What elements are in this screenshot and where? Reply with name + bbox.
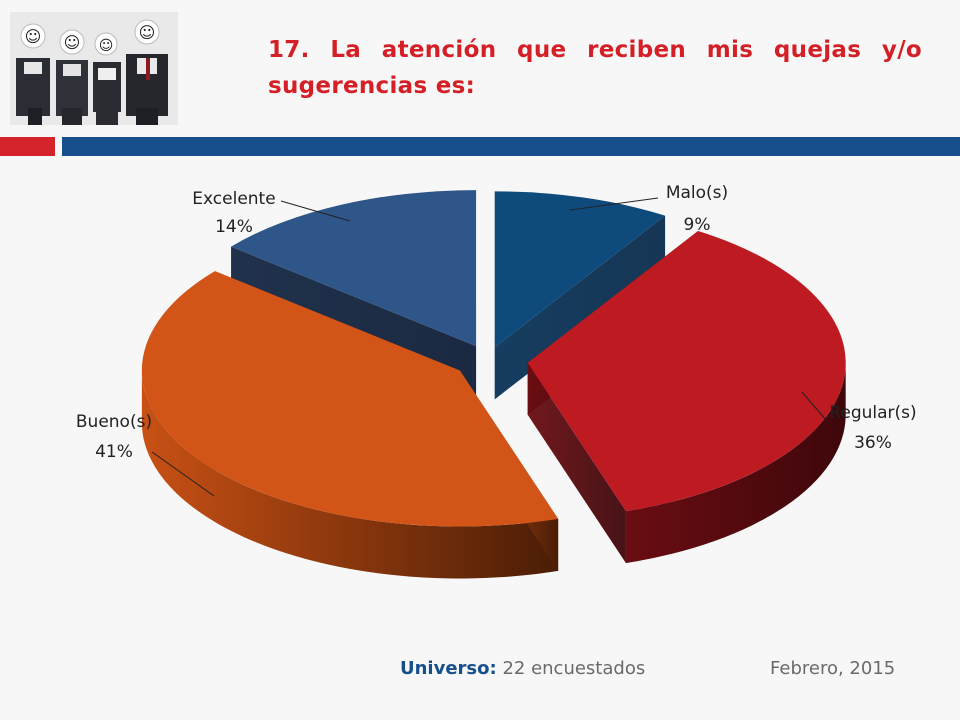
slice-value-regular: 36% — [854, 433, 892, 453]
person-2: ☺ — [56, 29, 88, 125]
pie-slice-regulars — [527, 231, 846, 512]
person-4: ☺ — [126, 19, 168, 125]
leader-line-buenos — [151, 451, 215, 497]
pie-slice-buenos — [141, 271, 559, 527]
pie-slice-wall — [527, 362, 626, 564]
leader-line-excelente — [280, 200, 351, 222]
slice-value-bueno: 41% — [95, 442, 133, 462]
accent-bar-red — [0, 137, 55, 156]
footer-universe: Universo: 22 encuestados — [400, 658, 645, 679]
header-photo: ☺ ☺ ☺ ☺ — [10, 12, 178, 125]
pie-slice-malos — [494, 191, 666, 348]
footer-date: Febrero, 2015 — [770, 658, 896, 679]
smiley-face-icon: ☺ — [139, 23, 156, 42]
universe-label: Universo: — [400, 658, 497, 679]
slice-value-excelente: 14% — [215, 217, 253, 237]
svg-text:☺: ☺ — [64, 33, 81, 52]
slice-label-malo: Malo(s) — [666, 183, 728, 203]
svg-text:☺: ☺ — [99, 38, 114, 54]
person-1: ☺ — [16, 23, 50, 125]
pie-slice-excelente — [231, 190, 477, 347]
slice-label-bueno: Bueno(s) — [76, 412, 152, 432]
leader-line-regulars — [801, 391, 827, 421]
pie-slice-side-regulars — [625, 362, 846, 564]
person-3: ☺ — [93, 32, 121, 125]
accent-bar-blue — [62, 137, 960, 156]
svg-text:☺: ☺ — [25, 27, 42, 46]
leader-line-malos — [569, 197, 659, 211]
universe-value: 22 encuestados — [502, 658, 646, 679]
slice-label-excelente: Excelente — [192, 189, 275, 209]
pie-slice-wall — [494, 215, 666, 400]
pie-slice-side-buenos — [141, 370, 559, 579]
slice-value-malo: 9% — [684, 215, 711, 235]
slice-label-regular: Regular(s) — [829, 403, 916, 423]
slide-title: 17. La atención que reciben mis quejas y… — [268, 37, 922, 99]
